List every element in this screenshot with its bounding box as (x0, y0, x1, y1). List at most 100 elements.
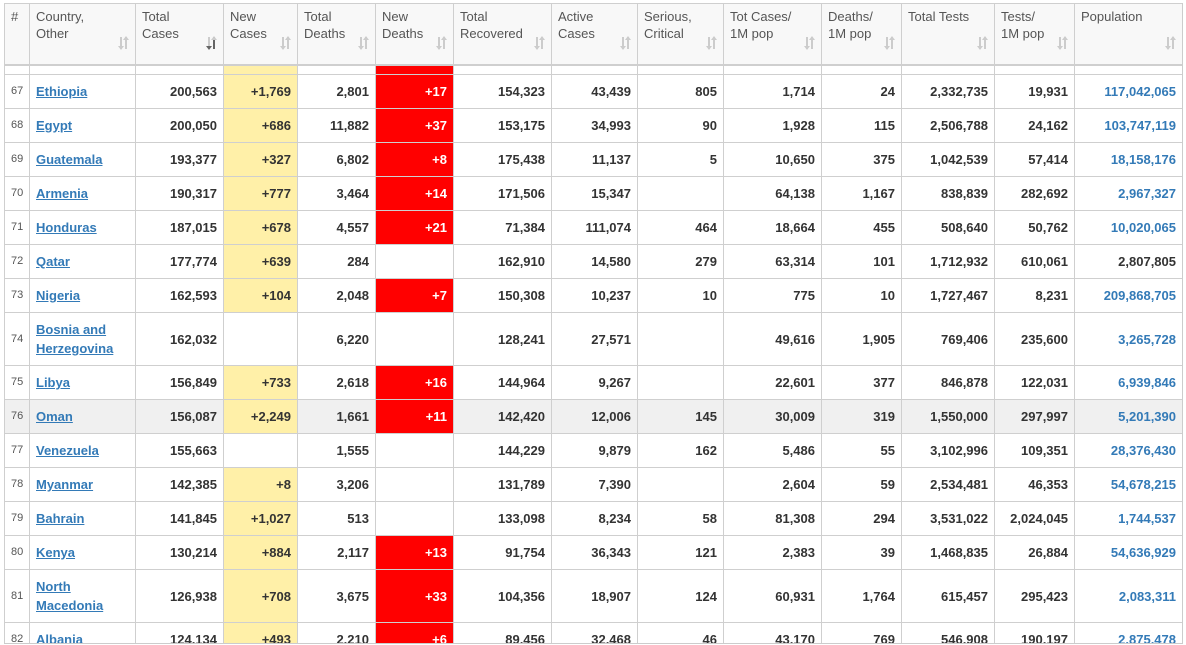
cell-tot-cases-1m: 18,664 (723, 210, 822, 245)
country-link[interactable]: Bahrain (36, 511, 85, 526)
column-header-new-deaths[interactable]: New Deaths (375, 3, 454, 66)
sort-icon[interactable] (883, 36, 896, 50)
cell-total-cases: 187,015 (135, 210, 224, 245)
column-header-new-cases[interactable]: New Cases (223, 3, 298, 66)
table-row: 70 Armenia 190,317 +777 3,464 +14 171,506 15,34… (4, 176, 1182, 211)
cell-tests-1m: 297,997 (994, 399, 1075, 434)
cell-active-cases: 9,267 (551, 365, 638, 400)
country-link[interactable]: Qatar (36, 254, 70, 269)
cell-new-cases: +884 (223, 535, 298, 570)
cell-country: Oman (29, 399, 136, 434)
cell-total-recovered: 71,384 (453, 210, 552, 245)
cell-deaths-1m: 319 (821, 399, 902, 434)
cell-tests-1m: 24,162 (994, 108, 1075, 143)
sort-icon[interactable] (976, 36, 989, 50)
cell-num: 75 (4, 365, 30, 400)
country-link[interactable]: Bosnia and Herzegovina (36, 322, 114, 356)
country-link[interactable]: Libya (36, 375, 70, 390)
cell-new-cases: +708 (223, 569, 298, 623)
column-header-tests-1m[interactable]: Tests/ 1M pop (994, 3, 1075, 66)
cell-deaths-1m: 375 (821, 142, 902, 177)
cell-active-cases: 15,347 (551, 176, 638, 211)
column-header-tot-cases-1m[interactable]: Tot Cases/ 1M pop (723, 3, 822, 66)
country-link[interactable]: Honduras (36, 220, 97, 235)
country-link[interactable]: Albania (36, 632, 83, 644)
column-header-label: Population (1081, 9, 1143, 24)
sort-icon[interactable] (435, 36, 448, 50)
table-row: 76 Oman 156,087 +2,249 1,661 +11 142,420 12,006… (4, 399, 1182, 434)
sort-icon[interactable] (803, 36, 816, 50)
cell-country: Ethiopia (29, 74, 136, 109)
cell-total-recovered: 91,754 (453, 535, 552, 570)
cell-num: 73 (4, 278, 30, 313)
cell-country: Bosnia and Herzegovina (29, 312, 136, 366)
sort-icon[interactable] (1164, 36, 1177, 50)
cell-serious-critical: 279 (637, 244, 724, 279)
country-link[interactable]: Ethiopia (36, 84, 88, 99)
cell-new-deaths: +21 (375, 210, 454, 245)
cell-total-cases: 200,563 (135, 74, 224, 109)
column-header-label: # (11, 9, 19, 24)
column-header-population[interactable]: Population (1074, 3, 1182, 66)
column-header-total-tests[interactable]: Total Tests (901, 3, 995, 66)
partially-hidden-row (4, 64, 1182, 75)
country-link[interactable]: Guatemala (36, 152, 103, 167)
column-header-active-cases[interactable]: Active Cases (551, 3, 638, 66)
cell-tot-cases-1m: 64,138 (723, 176, 822, 211)
country-link[interactable]: Kenya (36, 545, 76, 560)
column-header-label: New Cases (230, 9, 267, 41)
cell-serious-critical: 121 (637, 535, 724, 570)
cell-deaths-1m: 10 (821, 278, 902, 313)
cell-serious-critical (637, 312, 724, 366)
column-header-label: Tot Cases/ 1M pop (730, 9, 792, 41)
column-header-num[interactable]: # (4, 3, 30, 66)
country-link[interactable]: Nigeria (36, 288, 81, 303)
cell-num: 74 (4, 312, 30, 366)
table-row: 82 Albania 124,134 +493 2,210 +6 89,456 32,468 4… (4, 622, 1182, 644)
cell-serious-critical: 145 (637, 399, 724, 434)
cell-active-cases: 9,879 (551, 433, 638, 468)
cell-deaths-1m: 1,167 (821, 176, 902, 211)
cell-total-recovered: 171,506 (453, 176, 552, 211)
cell-total-cases: 200,050 (135, 108, 224, 143)
cell-tests-1m: 26,884 (994, 535, 1075, 570)
cell-new-deaths (375, 501, 454, 536)
column-header-total-recovered[interactable]: Total Recovered (453, 3, 552, 66)
cell-tot-cases-1m: 60,931 (723, 569, 822, 623)
sort-icon[interactable] (279, 36, 292, 50)
sort-icon[interactable] (1056, 36, 1069, 50)
cell-new-deaths: +16 (375, 365, 454, 400)
sort-icon[interactable] (705, 36, 718, 50)
cell-deaths-1m: 294 (821, 501, 902, 536)
column-header-label: Serious, Critical (644, 9, 692, 41)
column-header-serious-critical[interactable]: Serious, Critical (637, 3, 724, 66)
cell-total-cases: 193,377 (135, 142, 224, 177)
sort-icon[interactable] (619, 36, 632, 50)
table-row: 73 Nigeria 162,593 +104 2,048 +7 150,308 10,237… (4, 278, 1182, 313)
cell-total-cases: 124,134 (135, 622, 224, 643)
cell-total-tests: 3,102,996 (901, 433, 995, 468)
sort-icon[interactable] (533, 36, 546, 50)
country-link[interactable]: Myanmar (36, 477, 94, 492)
country-link[interactable]: Oman (36, 409, 73, 424)
country-link[interactable]: North Macedonia (36, 579, 104, 613)
column-header-deaths-1m[interactable]: Deaths/ 1M pop (821, 3, 902, 66)
column-header-total-deaths[interactable]: Total Deaths (297, 3, 376, 66)
table-row: 78 Myanmar 142,385 +8 3,206 131,789 7,390 2,604… (4, 467, 1182, 502)
cell-num: 79 (4, 501, 30, 536)
column-header-total-cases[interactable]: Total Cases (135, 3, 224, 66)
cell-tests-1m: 282,692 (994, 176, 1075, 211)
cell-total-tests: 615,457 (901, 569, 995, 623)
column-header-label: Total Deaths (304, 9, 346, 41)
country-link[interactable]: Venezuela (36, 443, 99, 458)
column-header-country[interactable]: Country, Other (29, 3, 136, 66)
cell-serious-critical: 90 (637, 108, 724, 143)
cell-new-cases: +639 (223, 244, 298, 279)
cell-country: Armenia (29, 176, 136, 211)
sort-icon[interactable] (357, 36, 370, 50)
country-link[interactable]: Armenia (36, 186, 89, 201)
country-link[interactable]: Egypt (36, 118, 73, 133)
sort-icon[interactable] (117, 36, 130, 50)
cell-population: 103,747,119 (1074, 108, 1182, 143)
sort-icon[interactable] (205, 36, 218, 50)
